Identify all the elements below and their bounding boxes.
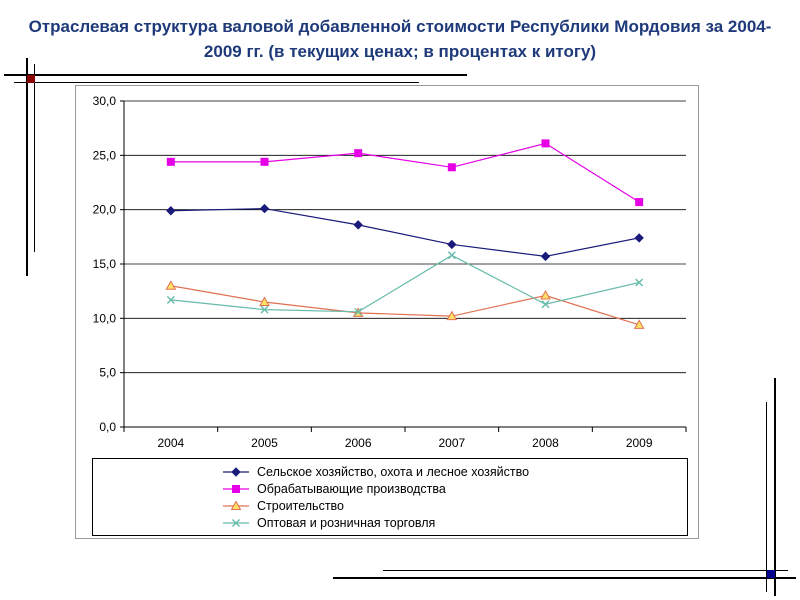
data-point bbox=[540, 251, 551, 262]
data-point bbox=[541, 139, 550, 148]
decor-line-right-vertical-2 bbox=[766, 402, 767, 592]
legend-label: Строительство bbox=[257, 498, 344, 513]
data-point bbox=[540, 289, 551, 300]
data-point bbox=[166, 157, 175, 166]
data-point bbox=[259, 203, 270, 214]
legend-symbol bbox=[223, 466, 249, 477]
x-tick-label: 2006 bbox=[345, 436, 372, 450]
decor-line-bottom-long bbox=[333, 577, 796, 579]
legend-marker bbox=[232, 484, 240, 493]
x-tick-label: 2007 bbox=[438, 436, 465, 450]
decor-line-left-vertical-2 bbox=[34, 64, 35, 252]
decor-line-top-short bbox=[14, 82, 419, 83]
data-point bbox=[635, 278, 644, 287]
data-point bbox=[260, 305, 269, 314]
line-chart: 0,0 5,0 10,0 15,0 20,0 25,0 30,0 2004 2005 2006 20… bbox=[93, 94, 687, 450]
data-point bbox=[353, 220, 363, 230]
legend-label: Сельское хозяйство, охота и лесное хозяй… bbox=[257, 464, 530, 479]
x-tick-label: 2005 bbox=[251, 436, 278, 450]
legend-item: Обрабатывающие производства bbox=[93, 480, 446, 497]
legend-symbol bbox=[223, 518, 249, 527]
series-line bbox=[170, 254, 640, 313]
data-point bbox=[447, 163, 456, 172]
y-tick-label: 20,0 bbox=[93, 203, 117, 217]
decor-line-left-vertical-1 bbox=[26, 58, 28, 276]
legend-marker bbox=[232, 518, 240, 527]
data-point bbox=[259, 296, 270, 307]
y-tick-label: 0,0 bbox=[99, 420, 116, 434]
y-tick-label: 30,0 bbox=[93, 94, 117, 108]
series-line bbox=[170, 142, 640, 203]
decor-line-right-vertical-1 bbox=[774, 378, 776, 596]
series-3 bbox=[165, 280, 645, 329]
decor-blue-square bbox=[767, 570, 775, 578]
legend-label: Оптовая и розничная торговля bbox=[257, 515, 436, 530]
data-point bbox=[541, 300, 550, 309]
page-title: Отраслевая структура валовой добавленной… bbox=[28, 17, 772, 61]
legend-symbol bbox=[223, 484, 249, 493]
legend-label: Обрабатывающие производства bbox=[257, 481, 446, 496]
legend-item: Сельское хозяйство, охота и лесное хозяй… bbox=[93, 463, 529, 480]
y-tick-label: 10,0 bbox=[93, 311, 117, 325]
x-tick-label: 2008 bbox=[532, 436, 559, 450]
data-point bbox=[633, 319, 645, 329]
series-line bbox=[170, 207, 640, 258]
series-1 bbox=[166, 203, 644, 262]
legend-symbol bbox=[223, 500, 249, 510]
y-tick-label: 5,0 bbox=[99, 366, 116, 380]
data-point bbox=[447, 239, 457, 250]
decor-line-top-long bbox=[4, 74, 467, 76]
series-line bbox=[170, 285, 640, 326]
data-point bbox=[446, 310, 458, 321]
data-point bbox=[354, 307, 363, 316]
y-tick-label: 25,0 bbox=[93, 148, 117, 162]
x-tick-label: 2004 bbox=[157, 436, 184, 450]
data-point bbox=[447, 251, 456, 260]
chart-legend: Сельское хозяйство, охота и лесное хозяй… bbox=[92, 458, 688, 536]
legend-item: Строительство bbox=[93, 497, 344, 514]
legend-marker bbox=[231, 466, 241, 477]
data-point bbox=[634, 233, 644, 243]
series-2 bbox=[166, 139, 644, 207]
x-tick-label: 2009 bbox=[626, 436, 653, 450]
legend-item: Оптовая и розничная торговля bbox=[93, 514, 435, 531]
chart-frame: 0,0 5,0 10,0 15,0 20,0 25,0 30,0 2004 2005 2006 20… bbox=[75, 85, 699, 539]
legend-marker bbox=[230, 500, 242, 510]
data-point bbox=[260, 157, 269, 166]
decor-line-bottom-short bbox=[383, 570, 788, 571]
data-point bbox=[354, 149, 363, 158]
data-point bbox=[166, 206, 176, 216]
decor-red-square bbox=[27, 75, 35, 83]
data-point bbox=[165, 280, 177, 290]
y-tick-label: 15,0 bbox=[93, 257, 117, 271]
data-point bbox=[166, 295, 175, 304]
series-4 bbox=[166, 251, 644, 316]
data-point bbox=[635, 198, 644, 207]
